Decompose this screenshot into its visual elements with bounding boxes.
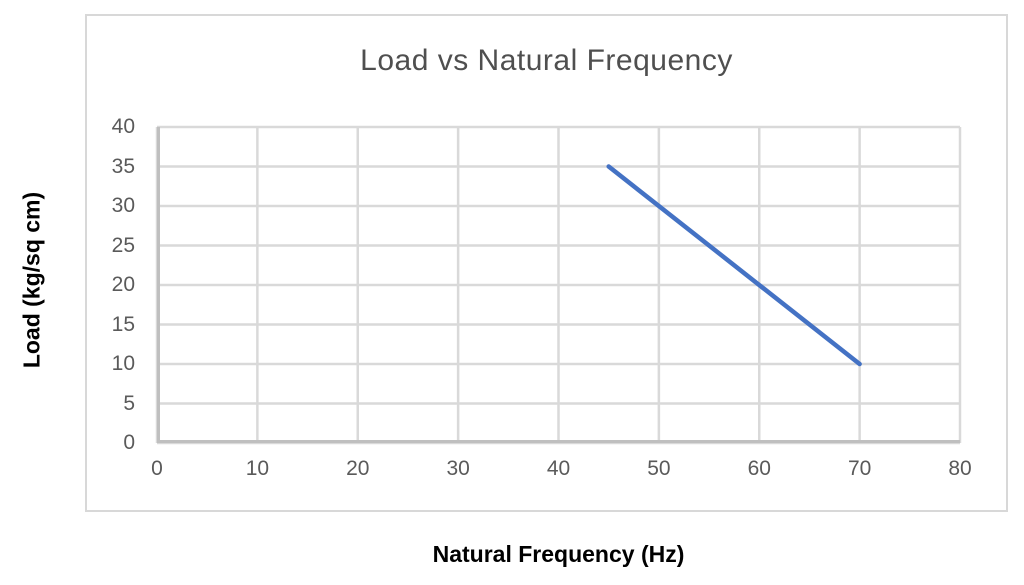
x-axis-tick-label: 10 <box>245 457 270 480</box>
chart-container: Load vs Natural Frequency 0 5 10 15 20 25 30 35… <box>85 14 1008 512</box>
x-axis-tick-label: 0 <box>151 457 163 480</box>
chart-title: Load vs Natural Frequency <box>360 44 733 77</box>
x-axis-title: Natural Frequency (Hz) <box>432 541 685 567</box>
plot-area <box>155 125 962 445</box>
y-axis-tick-label: 15 <box>111 312 135 336</box>
y-axis-tick-label: 40 <box>111 115 135 138</box>
y-axis-title: Load (kg/sq cm) <box>18 191 45 369</box>
y-axis-tick-label: 10 <box>111 352 135 375</box>
x-axis-tick-label: 80 <box>948 457 972 480</box>
x-axis-tick-label: 60 <box>747 457 771 480</box>
x-axis-tick-label: 70 <box>847 457 872 480</box>
y-axis-tick-label: 25 <box>111 233 135 257</box>
x-axis-tick-label: 40 <box>546 457 571 480</box>
x-axis-ticks: 0 10 20 30 40 50 60 70 80 <box>151 457 972 485</box>
y-axis-ticks: 0 5 10 15 20 25 30 35 40 <box>87 115 135 454</box>
y-axis-tick-label: 0 <box>123 431 135 454</box>
y-axis-tick-label: 35 <box>111 154 135 178</box>
y-axis-tick-label: 5 <box>123 391 135 415</box>
y-axis-tick-label: 20 <box>111 273 135 296</box>
line-chart <box>155 125 962 445</box>
x-axis-tick-label: 30 <box>446 457 470 480</box>
x-axis-tick-label: 20 <box>346 457 370 480</box>
x-axis-tick-label: 50 <box>647 457 671 480</box>
y-axis-tick-label: 30 <box>111 194 135 217</box>
